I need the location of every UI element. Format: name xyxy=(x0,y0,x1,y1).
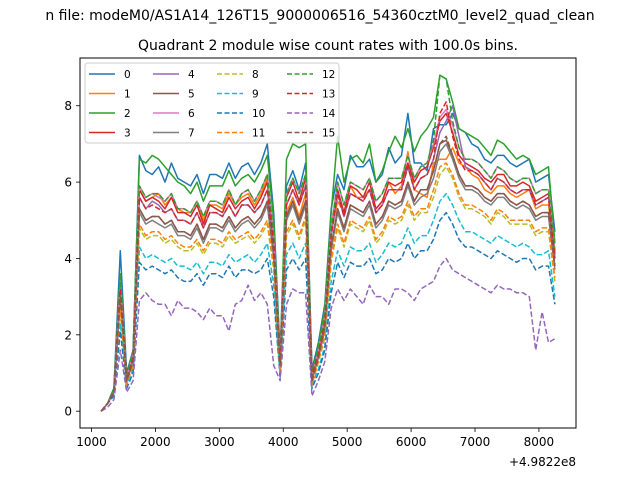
legend-label-6: 6 xyxy=(188,108,195,120)
y-tick-label: 8 xyxy=(64,99,72,113)
x-tick-label: 5000 xyxy=(332,435,363,449)
y-tick-label: 4 xyxy=(64,252,72,266)
legend-label-0: 0 xyxy=(124,69,131,81)
x-axis: 1000 2000 3000 4000 5000 6000 7000 8000 xyxy=(76,428,554,449)
legend-label-7: 7 xyxy=(188,128,195,140)
legend-label-10: 10 xyxy=(252,108,265,120)
legend-label-1: 1 xyxy=(124,89,131,101)
y-tick-label: 0 xyxy=(64,405,72,419)
series-line-14 xyxy=(100,257,556,412)
series-line-2 xyxy=(100,74,556,412)
x-tick-label: 3000 xyxy=(204,435,235,449)
chart-title: Quadrant 2 module wise count rates with … xyxy=(138,38,518,54)
y-tick-label: 6 xyxy=(64,176,72,190)
legend-label-3: 3 xyxy=(124,128,131,140)
x-tick-label: 4000 xyxy=(268,435,299,449)
x-tick-label: 6000 xyxy=(396,435,427,449)
legend-label-5: 5 xyxy=(188,89,195,101)
x-tick-label: 1000 xyxy=(76,435,107,449)
legend-frame xyxy=(84,62,340,144)
y-tick-label: 2 xyxy=(64,328,72,342)
legend-label-13: 13 xyxy=(322,89,335,101)
plot-area-frame xyxy=(79,57,577,429)
y-axis: 0 2 4 6 8 xyxy=(64,99,80,419)
series-layer xyxy=(100,74,556,412)
x-tick-label: 2000 xyxy=(140,435,171,449)
series-line-15 xyxy=(100,135,556,412)
x-axis-offset-label: +4.9822e8 xyxy=(509,455,576,469)
series-line-12 xyxy=(100,74,556,412)
legend-label-15: 15 xyxy=(322,128,335,140)
figure-suptitle: n file: modeM0/AS1A14_126T15_9000006516_… xyxy=(45,8,594,24)
legend-label-8: 8 xyxy=(252,69,259,81)
series-line-10 xyxy=(100,211,556,412)
legend-label-4: 4 xyxy=(188,69,195,81)
series-line-11 xyxy=(100,162,556,412)
x-tick-label: 8000 xyxy=(524,435,555,449)
legend-label-11: 11 xyxy=(252,128,265,140)
x-tick-label: 7000 xyxy=(460,435,491,449)
legend-label-2: 2 xyxy=(124,108,131,120)
series-line-9 xyxy=(100,192,556,412)
legend-label-9: 9 xyxy=(252,89,259,101)
legend-label-12: 12 xyxy=(322,69,335,81)
legend-label-14: 14 xyxy=(322,108,336,120)
